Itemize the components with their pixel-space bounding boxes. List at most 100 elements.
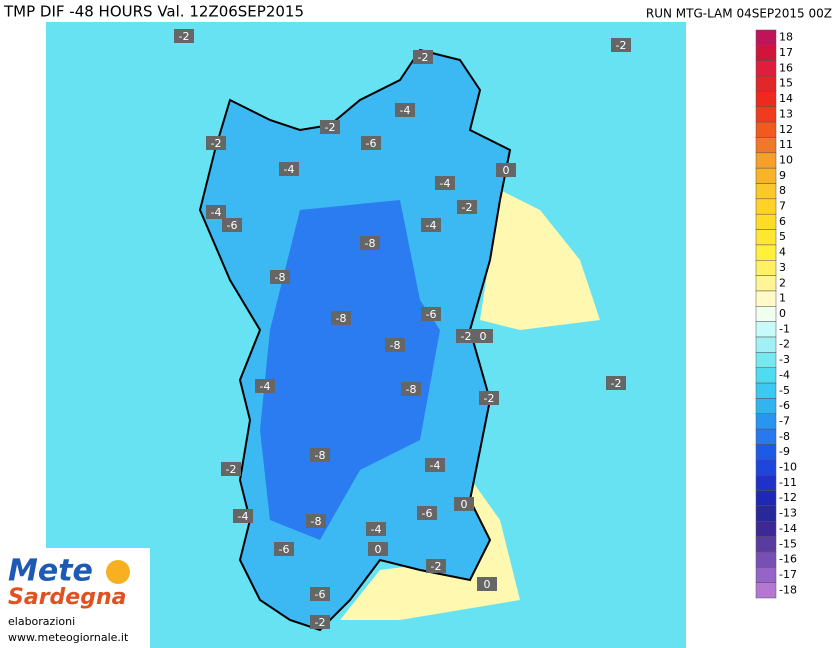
legend-label: -6 <box>779 399 790 412</box>
legend-swatch <box>755 352 777 368</box>
legend-label: 12 <box>779 123 793 136</box>
contour-label: -8 <box>275 271 286 284</box>
legend-label: -1 <box>779 322 790 335</box>
legend-label: 15 <box>779 77 793 90</box>
legend-label: 11 <box>779 138 793 151</box>
legend-swatch <box>755 490 777 507</box>
contour-label: -2 <box>179 30 190 43</box>
contour-label: 0 <box>484 578 491 591</box>
label-box <box>473 329 493 343</box>
legend-swatch <box>755 428 777 445</box>
contour-label: -2 <box>616 39 627 52</box>
label-box <box>310 587 330 601</box>
logo-line: elaborazioni <box>8 615 75 628</box>
title: TMP DIF -48 HOURS Val. 12Z06SEP2015 <box>3 3 304 21</box>
label-box <box>270 270 290 284</box>
contour-label: -2 <box>431 560 442 573</box>
contour-label: -4 <box>238 510 249 523</box>
label-box <box>279 162 299 176</box>
contour-label: -2 <box>325 121 336 134</box>
legend-swatch <box>755 244 777 261</box>
label-box <box>206 205 226 219</box>
contour-label: -8 <box>390 339 401 352</box>
legend-swatch <box>755 229 777 246</box>
label-box <box>477 577 497 591</box>
label-box <box>310 448 330 462</box>
contour-label: -2 <box>484 392 495 405</box>
contour-label: -2 <box>226 463 237 476</box>
legend-label: -9 <box>779 445 790 458</box>
contour-label: -8 <box>311 515 322 528</box>
contour-label: -2 <box>315 616 326 629</box>
contour-label: -4 <box>371 523 382 536</box>
contour-label: -6 <box>366 137 377 150</box>
legend-label: 17 <box>779 46 793 59</box>
label-box <box>206 136 226 150</box>
legend-swatch <box>755 398 777 415</box>
contour-label: -6 <box>279 543 290 556</box>
label-box <box>366 522 386 536</box>
legend-swatch <box>755 382 777 399</box>
contour-label: 0 <box>461 498 468 511</box>
contour-label: -2 <box>418 51 429 64</box>
label-box <box>457 200 477 214</box>
label-box <box>456 329 476 343</box>
legend-swatch <box>755 75 777 92</box>
label-box <box>306 514 326 528</box>
contour-label: -2 <box>461 330 472 343</box>
legend-swatch <box>755 60 777 77</box>
legend-swatch <box>755 121 777 138</box>
label-box <box>233 509 253 523</box>
label-box <box>310 615 330 629</box>
legend-label: -10 <box>779 461 797 474</box>
contour-label: -4 <box>440 177 451 190</box>
label-box <box>479 391 499 405</box>
legend-label: -14 <box>779 522 797 535</box>
legend-label: -18 <box>779 583 797 596</box>
label-box <box>435 176 455 190</box>
warm-area <box>340 190 600 620</box>
contour-label: -4 <box>430 459 441 472</box>
brand-bottom: Sardegna <box>8 585 126 610</box>
label-box <box>274 542 294 556</box>
legend-label: -2 <box>779 338 790 351</box>
legend-label: 8 <box>779 184 786 197</box>
label-box <box>425 458 445 472</box>
legend-label: 5 <box>779 230 786 243</box>
legend-swatch <box>755 152 777 169</box>
legend-label: 0 <box>779 307 786 320</box>
contour-label: -8 <box>365 237 376 250</box>
label-box <box>606 376 626 390</box>
legend-swatch <box>755 260 777 276</box>
legend-label: -11 <box>779 476 797 489</box>
legend-swatch <box>755 520 777 537</box>
legend-swatch <box>755 567 777 583</box>
contour-label: -6 <box>426 308 437 321</box>
legend-label: 3 <box>779 261 786 274</box>
legend-label: 2 <box>779 276 786 289</box>
legend-label: -3 <box>779 353 790 366</box>
contour-label: -8 <box>315 449 326 462</box>
label-box <box>385 338 405 352</box>
contour-label: -4 <box>426 219 437 232</box>
contour-label: -6 <box>422 507 433 520</box>
label-box <box>331 311 351 325</box>
contour-label: -6 <box>227 219 238 232</box>
legend-label: -4 <box>779 368 790 381</box>
logo-line: www.meteogiornale.it <box>8 631 129 644</box>
legend-swatch <box>755 321 777 338</box>
legend-swatch <box>755 336 777 353</box>
legend-swatch <box>755 367 777 384</box>
label-box <box>417 506 437 520</box>
legend-swatch <box>755 444 777 461</box>
legend-swatch <box>755 167 777 184</box>
legend-label: -17 <box>779 568 797 581</box>
contour-labels: -2 -2 -2 -4 -2 -6 -2 -4 0 -4 -2 -4 -6 -4 -8 -8 -8 -6 -2 0 -8… <box>174 29 631 629</box>
run-info: RUN MTG-LAM 04SEP2015 00Z <box>646 7 832 21</box>
legend-label: -5 <box>779 384 790 397</box>
legend-swatch <box>755 290 777 307</box>
legend-label: 4 <box>779 246 786 259</box>
contour-label: -2 <box>462 201 473 214</box>
contour-label: -8 <box>406 383 417 396</box>
contour-label: -4 <box>284 163 295 176</box>
